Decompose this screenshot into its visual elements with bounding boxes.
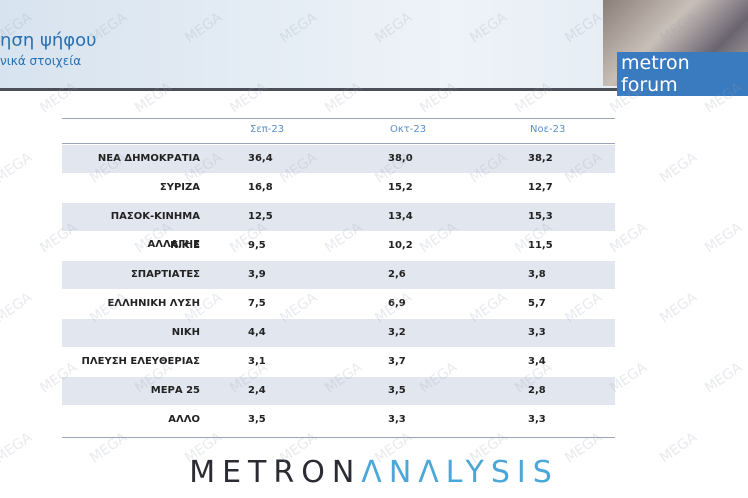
row-label: Κ.Κ.Ε — [170, 240, 200, 251]
cell-value: 3,3 — [528, 327, 546, 338]
footer-brand: METRONΛNΛLYSIS — [0, 455, 748, 490]
table-row: ΠΛΕΥΣΗ ΕΛΕΥΘΕΡΙΑΣ 3,1 3,7 3,4 — [62, 348, 615, 376]
cell-value: 3,5 — [248, 414, 266, 425]
cell-value: 38,0 — [388, 153, 413, 164]
cell-value: 3,9 — [248, 269, 266, 280]
column-header: Σεπ-23 — [250, 124, 285, 135]
watermark: MEGA — [0, 149, 36, 187]
cell-value: 9,5 — [248, 240, 266, 251]
row-label: ΠΛΕΥΣΗ ΕΛΕΥΘΕΡΙΑΣ — [81, 356, 200, 367]
table-row: ΝΙΚΗ 4,4 3,2 3,3 — [62, 319, 615, 347]
cell-value: 38,2 — [528, 153, 553, 164]
table-rule — [62, 118, 615, 119]
cell-value: 3,4 — [528, 356, 546, 367]
subtitle: νικά στοιχεία — [0, 54, 82, 68]
watermark: MEGA — [0, 289, 36, 327]
cell-value: 12,7 — [528, 182, 553, 193]
cell-value: 11,5 — [528, 240, 553, 251]
table-row: ΣΠΑΡΤΙΑΤΕΣ 3,9 2,6 3,8 — [62, 261, 615, 289]
table-row: ΕΛΛΗΝΙΚΗ ΛΥΣΗ 7,5 6,9 5,7 — [62, 290, 615, 318]
row-label: ΝΕΑ ΔΗΜΟΚΡΑΤΙΑ — [97, 153, 200, 164]
table-row: ΠΑΣΟΚ-ΚΙΝΗΜΑ ΑΛΛΑΓΗΣ 12,5 13,4 15,3 — [62, 203, 615, 250]
cell-value: 36,4 — [248, 153, 273, 164]
cell-value: 5,7 — [528, 298, 546, 309]
row-label: ΣΥΡΙΖΑ — [159, 182, 200, 193]
cell-value: 3,5 — [388, 385, 406, 396]
cell-value: 2,4 — [248, 385, 266, 396]
row-label: ΑΛΛΟ — [168, 414, 200, 425]
watermark: MEGA — [656, 149, 701, 187]
cell-value: 3,1 — [248, 356, 266, 367]
cell-value: 4,4 — [248, 327, 266, 338]
table-row: Κ.Κ.Ε 9,5 10,2 11,5 — [62, 232, 615, 260]
row-label: ΕΛΛΗΝΙΚΗ ΛΥΣΗ — [107, 298, 200, 309]
cell-value: 2,6 — [388, 269, 406, 280]
cell-value: 3,3 — [528, 414, 546, 425]
cell-value: 2,8 — [528, 385, 546, 396]
watermark: MEGA — [701, 219, 746, 257]
table-row: ΜΕΡΑ 25 2,4 3,5 2,8 — [62, 377, 615, 405]
brand-dark: METRON — [189, 455, 362, 490]
cell-value: 15,3 — [528, 211, 553, 222]
watermark: MEGA — [656, 289, 701, 327]
cell-value: 12,5 — [248, 211, 273, 222]
title: ηση ψήφου — [0, 30, 97, 51]
watermark: MEGA — [701, 359, 746, 397]
table-row: ΑΛΛΟ 3,5 3,3 3,3 — [62, 406, 615, 434]
column-header: Νοε-23 — [530, 124, 566, 135]
cell-value: 3,7 — [388, 356, 406, 367]
row-label: ΜΕΡΑ 25 — [150, 385, 200, 396]
table-row: ΝΕΑ ΔΗΜΟΚΡΑΤΙΑ 36,4 38,0 38,2 — [62, 145, 615, 173]
cell-value: 10,2 — [388, 240, 413, 251]
column-header: Οκτ-23 — [390, 124, 427, 135]
cell-value: 13,4 — [388, 211, 413, 222]
row-label: ΣΠΑΡΤΙΑΤΕΣ — [130, 269, 200, 280]
brand-light: ΛNΛLYSIS — [361, 455, 559, 490]
cell-value: 3,8 — [528, 269, 546, 280]
cell-value: 15,2 — [388, 182, 413, 193]
cell-value: 3,3 — [388, 414, 406, 425]
cell-value: 6,9 — [388, 298, 406, 309]
header-rule — [0, 88, 748, 91]
table-rule — [62, 437, 615, 438]
cell-value: 7,5 — [248, 298, 266, 309]
row-label: ΝΙΚΗ — [171, 327, 200, 338]
cell-value: 16,8 — [248, 182, 273, 193]
table-row: ΣΥΡΙΖΑ 16,8 15,2 12,7 — [62, 174, 615, 202]
table-rule — [62, 143, 615, 144]
cell-value: 3,2 — [388, 327, 406, 338]
logo-text: metron forum — [617, 52, 748, 96]
row-label: ΠΑΣΟΚ-ΚΙΝΗΜΑ ΑΛΛΑΓΗΣ — [110, 211, 200, 250]
logo: metron forum — [603, 0, 748, 96]
